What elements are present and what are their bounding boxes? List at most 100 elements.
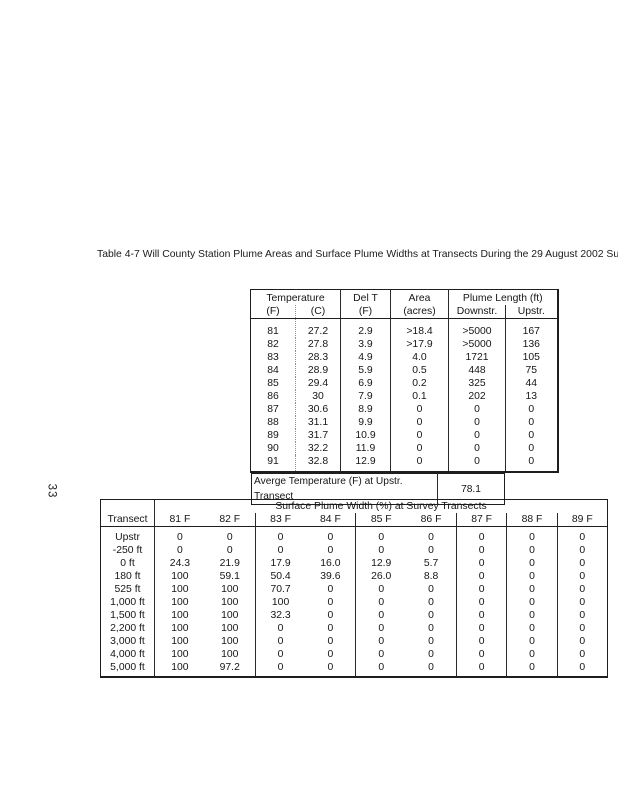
table-cell: 0 xyxy=(455,609,507,622)
table-cell: 0 xyxy=(504,442,558,455)
transect-cell: 1,500 ft xyxy=(100,609,155,622)
table-cell: 0 xyxy=(506,635,558,648)
table-cell: 0 xyxy=(506,557,558,570)
table-cell: 0 xyxy=(390,416,449,429)
table-cell: 100 xyxy=(171,571,189,582)
table-cell: 0 xyxy=(448,403,506,416)
table-cell: 100 xyxy=(254,596,306,609)
table-cell: 87 xyxy=(267,404,279,415)
table-cell: 0 xyxy=(254,635,306,648)
table-cell: 0 xyxy=(556,648,608,661)
header-downstr: Downstr. xyxy=(448,305,506,319)
header-temp-f: (F) xyxy=(266,306,280,317)
table-cell: 5.7 xyxy=(423,558,439,569)
table-cell: 83 xyxy=(267,352,279,363)
table-cell: 44 xyxy=(504,377,558,390)
table-cell: >18.4 xyxy=(390,318,449,338)
table-cell: 0 xyxy=(556,596,608,609)
header-area-acres: (acres) xyxy=(390,305,449,319)
table-cell: 100 xyxy=(221,597,239,608)
table-cell: 17.9 xyxy=(254,557,306,570)
table-cell: 100 xyxy=(221,610,239,621)
column-header: 88 F xyxy=(506,513,558,527)
header-temperature: Temperature xyxy=(266,293,325,304)
table-cell: 0 xyxy=(506,596,558,609)
table-cell: 2.9 xyxy=(340,318,391,338)
table-cell: 100 xyxy=(171,649,189,660)
table-cell: 0 xyxy=(428,610,434,621)
table-cell: 90 xyxy=(267,443,279,454)
table-cell: 0 xyxy=(506,526,558,544)
table-cell: 167 xyxy=(504,318,558,338)
table-cell: 32.3 xyxy=(254,609,306,622)
table-cell: 0 xyxy=(556,526,608,544)
table-cell: 100 xyxy=(171,597,189,608)
column-header: 84 F xyxy=(320,514,341,525)
column-header: 85 F xyxy=(355,513,407,527)
table-cell: 0 xyxy=(428,545,434,556)
table-cell: 0 xyxy=(455,544,507,557)
table-cell: 16.0 xyxy=(320,558,341,569)
table-cell: 30 xyxy=(295,390,341,403)
table-cell: 59.1 xyxy=(219,571,240,582)
table-cell: 29.4 xyxy=(295,377,341,390)
table-cell: 5.9 xyxy=(340,364,391,377)
table-cell: 0 xyxy=(355,583,407,596)
header-del-t-f: (F) xyxy=(340,305,391,319)
table-cell: 0 xyxy=(448,455,506,472)
table-row: 2,200 ft 100 100 0 0 0 0 0 0 0 xyxy=(100,622,608,635)
table-cell: 28.3 xyxy=(295,351,341,364)
transect-cell: 1,000 ft xyxy=(100,596,155,609)
table-cell: 0 xyxy=(177,532,183,543)
table-cell: 0 xyxy=(355,609,407,622)
table-cell: 325 xyxy=(448,377,506,390)
table-cell: 0 xyxy=(556,583,608,596)
table-row: (F) (C) (F) (acres) Downstr. Upstr. xyxy=(251,305,558,319)
transect-cell: 5,000 ft xyxy=(100,661,155,677)
table-row: 1,500 ft 100 100 32.3 0 0 0 0 0 0 xyxy=(100,609,608,622)
table-cell: 12.9 xyxy=(340,455,391,472)
table-row: 81 27.2 2.9 >18.4 >5000 167 xyxy=(251,318,558,338)
table-cell: 32.2 xyxy=(295,442,341,455)
width-table: Transect Surface Plume Width (%) at Surv… xyxy=(100,499,608,678)
table-cell: 31.1 xyxy=(295,416,341,429)
table-row: Transect Surface Plume Width (%) at Surv… xyxy=(100,499,608,527)
table-cell: 0 xyxy=(327,545,334,556)
table-cell: 100 xyxy=(221,649,239,660)
table-cell: 0 xyxy=(327,597,334,608)
table-cell: 3.9 xyxy=(340,338,391,351)
table-cell: 0 xyxy=(455,635,507,648)
table-cell: 0 xyxy=(254,622,306,635)
header-plume-length: Plume Length (ft) xyxy=(447,289,558,305)
table-cell: 0 xyxy=(327,636,334,647)
table-cell: 84 xyxy=(267,365,279,376)
table-cell: 75 xyxy=(504,364,558,377)
table-cell: 0 xyxy=(390,429,449,442)
table-cell: 9.9 xyxy=(340,416,391,429)
table-cell: 0 xyxy=(428,532,434,543)
table-cell: 0 xyxy=(428,636,434,647)
column-header: 87 F xyxy=(455,513,507,527)
transect-cell: 2,200 ft xyxy=(100,622,155,635)
column-header: 89 F xyxy=(556,513,608,527)
table-cell: 0 xyxy=(556,570,608,583)
table-cell: 100 xyxy=(171,610,189,621)
table-cell: 50.4 xyxy=(254,570,306,583)
column-header: 82 F xyxy=(219,514,241,525)
header-transect: Transect xyxy=(100,499,155,527)
table-cell: 100 xyxy=(221,623,239,634)
table-cell: 0 xyxy=(428,649,434,660)
table-cell: 0.2 xyxy=(390,377,449,390)
table-cell: 0 xyxy=(428,623,434,634)
table-cell: 0 xyxy=(556,557,608,570)
header-upstr: Upstr. xyxy=(504,305,558,319)
table-cell: 0 xyxy=(254,526,306,544)
table-cell: 0 xyxy=(390,403,449,416)
header-area: Area xyxy=(390,289,449,305)
table-row: 82 27.8 3.9 >17.9 >5000 136 xyxy=(251,338,558,351)
transect-cell: Upstr xyxy=(100,526,155,544)
table-cell: 0 xyxy=(556,609,608,622)
table-cell: 13 xyxy=(504,390,558,403)
width-table-body: Upstr 0 0 0 0 0 0 0 0 0 -250 ft 0 0 0 0 0 0 0 0 0 0 ft 24.3 21… xyxy=(100,526,608,677)
